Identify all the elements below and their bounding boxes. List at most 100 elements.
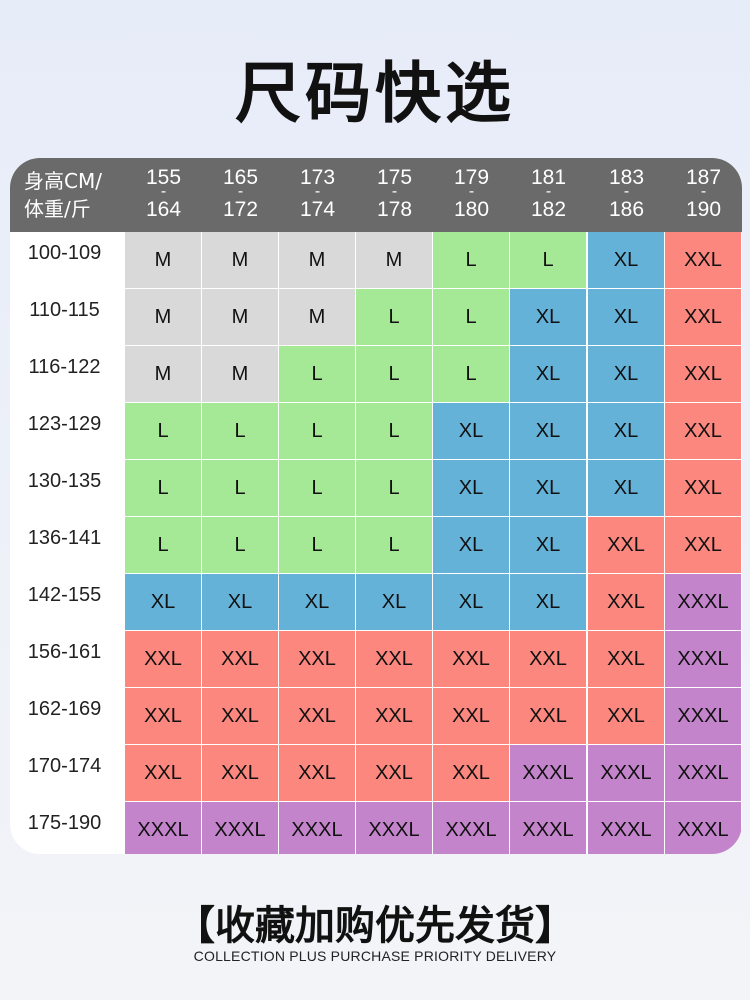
size-chart-table: 身高CM/ 体重/斤 155-164 165-172 173-174 175-178 1… (10, 158, 742, 854)
size-cell: XXXL (665, 688, 741, 744)
height-dash: - (391, 183, 398, 200)
size-cell: XL (279, 574, 355, 630)
height-column-header: 175-178 (356, 158, 433, 232)
size-cell: XL (510, 346, 586, 402)
height-column-header: 187-190 (665, 158, 742, 232)
size-cell: XXL (279, 745, 355, 801)
size-cell: L (356, 403, 432, 459)
height-dash: - (623, 183, 630, 200)
size-cell: XXL (665, 346, 741, 402)
size-cell: M (125, 232, 201, 288)
weight-row-label: 162-169 (27, 698, 102, 720)
weight-row-label: 170-174 (27, 755, 102, 777)
height-from: 173 (299, 166, 336, 189)
size-cell: M (202, 346, 278, 402)
size-cell: XXXL (665, 802, 741, 854)
size-cell: XL (125, 574, 201, 630)
size-cell: L (279, 346, 355, 402)
size-cell: M (125, 346, 201, 402)
height-dash: - (160, 183, 167, 200)
weight-row-label: 142-155 (27, 584, 102, 606)
size-cell: XXL (356, 745, 432, 801)
size-cell: XL (510, 403, 586, 459)
height-dash: - (468, 183, 475, 200)
size-cell: XXXL (125, 802, 201, 854)
size-cell: XL (588, 403, 664, 459)
size-cell: XL (510, 289, 586, 345)
weight-row-label: 116-122 (28, 356, 101, 378)
size-cell: XXXL (510, 802, 586, 854)
size-cell: XXL (665, 460, 741, 516)
size-cell: XXL (125, 631, 201, 687)
size-cell: XXXL (665, 574, 741, 630)
size-cell: XXL (125, 745, 201, 801)
height-dash: - (314, 183, 321, 200)
height-from: 179 (453, 166, 490, 189)
size-cell: XXL (665, 517, 741, 573)
weight-row-label: 156-161 (27, 641, 102, 663)
size-cell: L (279, 517, 355, 573)
page-title: 尺码快选 (235, 55, 515, 132)
height-column-header: 179-180 (433, 158, 510, 232)
height-column-header: 181-182 (510, 158, 587, 232)
size-cell: XXXL (202, 802, 278, 854)
weight-row-label: 100-109 (27, 242, 102, 264)
corner-weight-label: 体重/斤 (24, 197, 91, 221)
height-from: 155 (145, 166, 182, 189)
size-cell: XXL (588, 631, 664, 687)
size-cell: XL (202, 574, 278, 630)
size-cell: XXL (510, 688, 586, 744)
size-cell: M (356, 232, 432, 288)
size-cell: XXXL (588, 745, 664, 801)
size-cell: L (279, 403, 355, 459)
footer-slogan: 【收藏加购优先发货】 (175, 903, 575, 949)
size-cell: L (356, 517, 432, 573)
size-cell: L (279, 460, 355, 516)
size-cell: XXL (588, 574, 664, 630)
size-cell: XL (588, 460, 664, 516)
weight-row-label: 175-190 (27, 812, 102, 834)
size-cell: L (202, 460, 278, 516)
height-from: 165 (222, 166, 259, 189)
height-dash: - (237, 183, 244, 200)
height-to: 186 (608, 198, 645, 221)
corner-label: 身高CM/ 体重/斤 (10, 158, 125, 232)
size-cell: L (356, 346, 432, 402)
size-cell: XXL (125, 688, 201, 744)
size-cell: XL (433, 574, 509, 630)
size-cell: M (202, 289, 278, 345)
size-cell: XXXL (665, 745, 741, 801)
size-cell: L (125, 403, 201, 459)
height-to: 182 (530, 198, 567, 221)
size-cell: M (202, 232, 278, 288)
size-cell: XXL (202, 631, 278, 687)
size-cell: L (356, 289, 432, 345)
height-column-header: 183-186 (588, 158, 665, 232)
size-cell: XXL (588, 517, 664, 573)
size-cell: L (433, 346, 509, 402)
size-cell: XXL (279, 688, 355, 744)
height-from: 187 (685, 166, 722, 189)
height-from: 181 (530, 166, 567, 189)
size-cell: XXXL (433, 802, 509, 854)
height-from: 175 (376, 166, 413, 189)
size-cell: XL (510, 517, 586, 573)
size-cell: L (202, 517, 278, 573)
table-header: 身高CM/ 体重/斤 155-164 165-172 173-174 175-178 1… (10, 158, 742, 232)
size-cell: XXL (510, 631, 586, 687)
size-cell: XL (510, 574, 586, 630)
height-column-header: 155-164 (125, 158, 202, 232)
size-cell: XXXL (510, 745, 586, 801)
size-cell: L (510, 232, 586, 288)
height-from: 183 (608, 166, 645, 189)
corner-height-label: 身高CM/ (24, 169, 102, 193)
size-cell: L (433, 232, 509, 288)
size-cell: XL (588, 346, 664, 402)
size-cell: L (202, 403, 278, 459)
size-cell: XXL (588, 688, 664, 744)
size-cell: XL (356, 574, 432, 630)
size-cell: XXL (433, 631, 509, 687)
size-cell: XL (588, 232, 664, 288)
size-cell: XXL (433, 688, 509, 744)
height-to: 180 (453, 198, 490, 221)
